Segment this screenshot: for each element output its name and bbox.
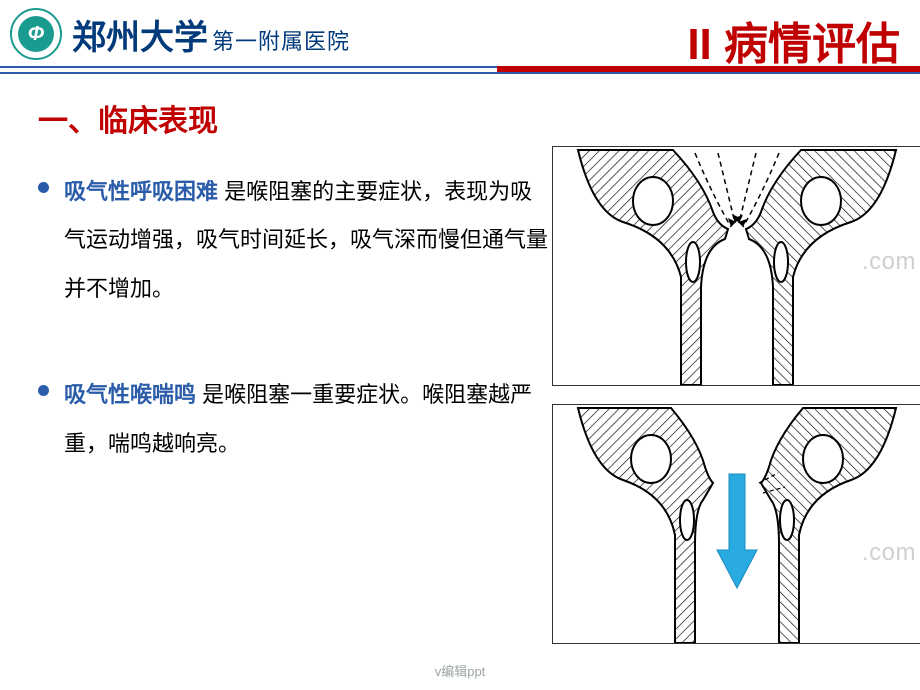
bullet-item: 吸气性呼吸困难 是喉阻塞的主要症状，表现为吸气运动增强，吸气时间延长，吸气深而慢… bbox=[38, 168, 548, 313]
hospital-name: 第一附属医院 bbox=[212, 24, 350, 56]
content-heading: 一、临床表现 bbox=[38, 96, 548, 140]
logo-mark: Φ bbox=[18, 16, 54, 52]
diagram-column: .com bbox=[552, 146, 920, 662]
bullet-text: 吸气性喉喘鸣 是喉阻塞一重要症状。喉阻塞越严重，喘鸣越响亮。 bbox=[64, 371, 548, 468]
bullet-text: 吸气性呼吸困难 是喉阻塞的主要症状，表现为吸气运动增强，吸气时间延长，吸气深而慢… bbox=[64, 168, 548, 313]
bullet-lead: 吸气性喉喘鸣 bbox=[64, 382, 196, 407]
section-title: II 病情评估 bbox=[687, 8, 900, 72]
watermark-text: .com bbox=[862, 539, 916, 567]
slide-body: 一、临床表现 吸气性呼吸困难 是喉阻塞的主要症状，表现为吸气运动增强，吸气时间延… bbox=[0, 68, 920, 488]
logo-area: Φ 郑州大学 第一附属医院 bbox=[10, 8, 350, 60]
airflow-arrow-icon bbox=[715, 472, 759, 595]
larynx-diagram-open: .com bbox=[552, 404, 920, 644]
bullet-item: 吸气性喉喘鸣 是喉阻塞一重要症状。喉阻塞越严重，喘鸣越响亮。 bbox=[38, 371, 548, 468]
university-name-block: 郑州大学 第一附属医院 bbox=[72, 10, 350, 59]
slide-header: Φ 郑州大学 第一附属医院 II 病情评估 bbox=[0, 0, 920, 68]
bullet-lead: 吸气性呼吸困难 bbox=[64, 179, 218, 204]
university-logo: Φ bbox=[10, 8, 62, 60]
larynx-diagram-closed: .com bbox=[552, 146, 920, 386]
university-name: 郑州大学 bbox=[72, 10, 208, 59]
bullet-icon bbox=[38, 385, 56, 403]
watermark-text: .com bbox=[862, 248, 916, 276]
text-column: 一、临床表现 吸气性呼吸困难 是喉阻塞的主要症状，表现为吸气运动增强，吸气时间延… bbox=[38, 96, 548, 488]
footer-label: v编辑ppt bbox=[435, 661, 486, 680]
bullet-icon bbox=[38, 182, 56, 200]
